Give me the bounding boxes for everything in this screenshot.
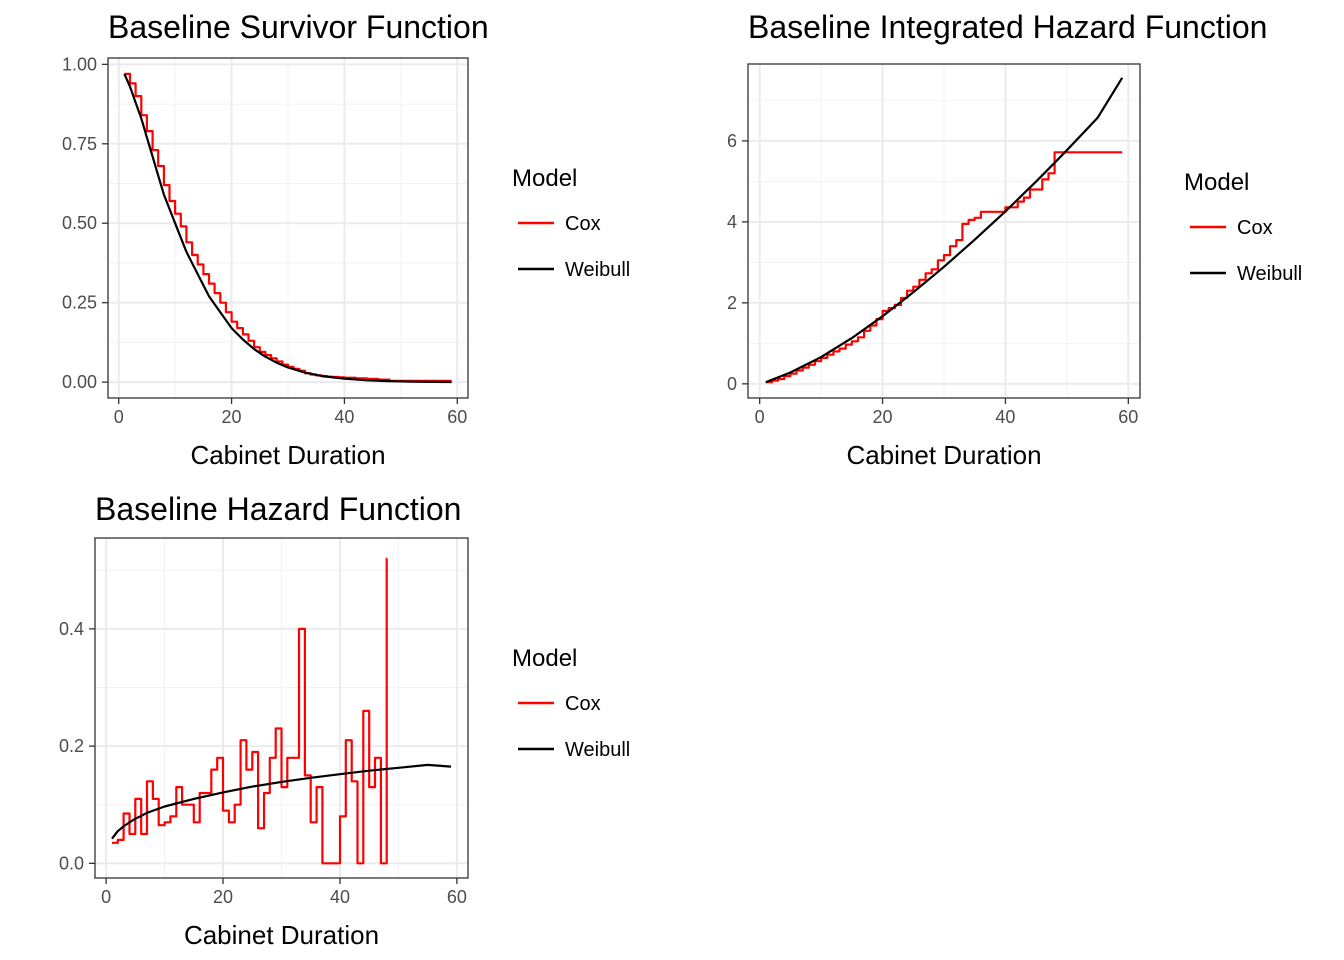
x-axis-label: Cabinet Duration bbox=[190, 440, 385, 470]
minor-grid bbox=[748, 64, 1140, 398]
legend-label-weibull: Weibull bbox=[565, 259, 630, 281]
plot-border bbox=[94, 537, 469, 879]
x-tick-label: 60 bbox=[1118, 407, 1138, 427]
series-line-weibull bbox=[123, 73, 452, 384]
series-line-weibull bbox=[111, 763, 452, 840]
x-tick-label: 40 bbox=[330, 887, 350, 907]
legend-label-cox: Cox bbox=[1237, 217, 1273, 239]
legend-title: Model bbox=[1184, 169, 1249, 196]
x-tick-label: 20 bbox=[213, 887, 233, 907]
x-axis-label: Cabinet Duration bbox=[184, 920, 379, 950]
y-tick-label: 2 bbox=[727, 293, 737, 313]
axis-ticks: 0 20 40 60 0.0 0.2 0.4 bbox=[59, 619, 467, 907]
y-tick-label: 0.25 bbox=[62, 293, 97, 313]
legend-label-weibull: Weibull bbox=[1237, 263, 1302, 285]
legend-label-weibull: Weibull bbox=[565, 739, 630, 761]
chart-title: Baseline Integrated Hazard Function bbox=[748, 9, 1267, 45]
panel-integrated-hazard: Baseline Integrated Hazard Function 0 20 4… bbox=[727, 9, 1302, 470]
legend: Model Cox Weibull bbox=[512, 645, 630, 761]
y-tick-label: 0.00 bbox=[62, 372, 97, 392]
x-tick-label: 40 bbox=[995, 407, 1015, 427]
legend: Model Cox Weibull bbox=[1184, 169, 1302, 285]
plot-lines bbox=[765, 77, 1124, 384]
chart-title: Baseline Survivor Function bbox=[108, 9, 489, 45]
panel-hazard: Baseline Hazard Function 0 20 40 60 0.0 0.2 0.… bbox=[59, 491, 630, 950]
y-tick-label: 0.75 bbox=[62, 134, 97, 154]
minor-grid bbox=[95, 538, 468, 878]
plot-lines bbox=[123, 72, 452, 384]
minor-grid bbox=[108, 58, 468, 398]
y-tick-label: 4 bbox=[727, 212, 737, 232]
x-tick-label: 0 bbox=[755, 407, 765, 427]
y-tick-label: 0.50 bbox=[62, 213, 97, 233]
series-line-cox bbox=[112, 557, 388, 865]
y-tick-label: 1.00 bbox=[62, 54, 97, 74]
legend-label-cox: Cox bbox=[565, 213, 601, 235]
plot-border bbox=[107, 57, 469, 399]
x-tick-label: 60 bbox=[447, 407, 467, 427]
y-tick-label: 0 bbox=[727, 374, 737, 394]
y-tick-label: 0.0 bbox=[59, 853, 84, 873]
legend-title: Model bbox=[512, 645, 577, 672]
y-tick-label: 0.4 bbox=[59, 619, 84, 639]
legend-title: Model bbox=[512, 165, 577, 192]
series-line-weibull bbox=[765, 77, 1124, 384]
x-tick-label: 0 bbox=[114, 407, 124, 427]
y-tick-label: 0.2 bbox=[59, 736, 84, 756]
chart-title: Baseline Hazard Function bbox=[95, 491, 461, 527]
plot-border bbox=[747, 63, 1141, 399]
axis-ticks: 0 20 40 60 0 2 4 6 bbox=[727, 131, 1138, 427]
axis-ticks: 0 20 40 60 0.00 0.25 0.50 0.75 1.00 bbox=[62, 54, 467, 427]
x-tick-label: 40 bbox=[334, 407, 354, 427]
x-axis-label: Cabinet Duration bbox=[846, 440, 1041, 470]
x-tick-label: 20 bbox=[873, 407, 893, 427]
x-tick-label: 60 bbox=[447, 887, 467, 907]
x-tick-label: 20 bbox=[222, 407, 242, 427]
legend: Model Cox Weibull bbox=[512, 165, 630, 281]
legend-label-cox: Cox bbox=[565, 693, 601, 715]
panel-survivor: Baseline Survivor Function 0 20 40 60 0.00 0.… bbox=[62, 9, 630, 470]
y-tick-label: 6 bbox=[727, 131, 737, 151]
major-grid bbox=[108, 58, 468, 398]
x-tick-label: 0 bbox=[101, 887, 111, 907]
plot-lines bbox=[111, 557, 452, 865]
